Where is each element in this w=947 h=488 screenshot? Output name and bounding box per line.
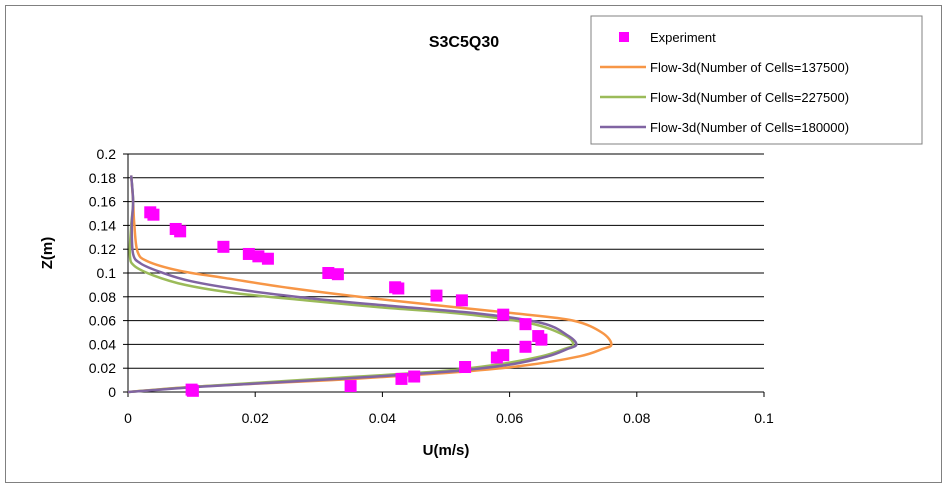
x-tick-label: 0 bbox=[124, 410, 132, 426]
experiment-marker bbox=[497, 308, 510, 321]
y-tick-label: 0.1 bbox=[97, 265, 117, 281]
legend-box bbox=[590, 15, 923, 145]
experiment-marker bbox=[455, 294, 468, 307]
legend-label: Experiment bbox=[650, 30, 716, 45]
experiment-marker bbox=[392, 282, 405, 295]
experiment-marker bbox=[261, 252, 274, 265]
experiment-marker bbox=[331, 268, 344, 281]
legend-marker-swatch bbox=[619, 32, 629, 42]
y-tick-label: 0.04 bbox=[89, 336, 116, 352]
legend-label: Flow-3d(Number of Cells=227500) bbox=[650, 90, 849, 105]
y-tick-label: 0.08 bbox=[89, 289, 116, 305]
experiment-marker bbox=[252, 250, 265, 263]
y-tick-label: 0.02 bbox=[89, 360, 116, 376]
experiment-marker bbox=[217, 240, 230, 253]
y-axis-title: Z(m) bbox=[39, 237, 56, 270]
legend: Experiment Flow-3d(Number of Cells=137500… bbox=[590, 15, 923, 145]
experiment-marker bbox=[519, 318, 532, 331]
experiment-marker bbox=[322, 267, 335, 279]
x-tick-labels: 0 0.02 0.04 0.06 0.08 0.1 bbox=[124, 410, 774, 426]
experiment-marker bbox=[490, 351, 503, 364]
experiment-markers bbox=[144, 206, 548, 397]
legend-label: Flow-3d(Number of Cells=137500) bbox=[650, 60, 849, 75]
experiment-marker bbox=[459, 361, 472, 374]
x-axis-title: U(m/s) bbox=[423, 442, 470, 459]
x-tick-label: 0.02 bbox=[242, 410, 269, 426]
y-tick-label: 0.12 bbox=[89, 241, 116, 257]
legend-label: Flow-3d(Number of Cells=180000) bbox=[650, 120, 849, 135]
chart-canvas: 00.020.040.060.080.10.120.140.160.180.2 … bbox=[39, 15, 923, 459]
gridlines bbox=[123, 153, 765, 397]
axes bbox=[127, 154, 764, 393]
y-tick-labels: 0 0.02 0.04 0.06 0.08 0.1 0.12 0.14 0.16 0.18 0.2 bbox=[89, 146, 116, 400]
y-tick-label: 0.14 bbox=[89, 217, 116, 233]
series-lines bbox=[127, 175, 613, 394]
y-tick-label: 0.2 bbox=[97, 146, 117, 162]
chart-title: S3C5Q30 bbox=[429, 34, 499, 51]
x-tick-label: 0.08 bbox=[623, 410, 650, 426]
y-tick-label: 0.06 bbox=[89, 313, 116, 329]
experiment-marker bbox=[408, 370, 421, 383]
x-tick-label: 0.06 bbox=[496, 410, 523, 426]
experiment-marker bbox=[147, 208, 160, 221]
experiment-marker bbox=[344, 380, 357, 393]
experiment-marker bbox=[535, 333, 548, 346]
experiment-marker bbox=[519, 340, 532, 353]
chart-frame: 0 0.02 0.04 0.06 0.08 0.1 0.12 0.14 0.16 0.18 0.2 … bbox=[5, 5, 942, 483]
x-tick-label: 0.1 bbox=[754, 410, 774, 426]
y-tick-label: 0.16 bbox=[89, 194, 116, 210]
experiment-marker bbox=[395, 372, 408, 385]
experiment-marker bbox=[186, 384, 199, 397]
experiment-marker bbox=[242, 247, 255, 260]
y-tick-label: 0.18 bbox=[89, 170, 116, 186]
x-tick-label: 0.04 bbox=[369, 410, 396, 426]
y-tick-label: 0 bbox=[108, 384, 116, 400]
experiment-marker bbox=[430, 289, 443, 302]
experiment-marker bbox=[174, 225, 187, 238]
